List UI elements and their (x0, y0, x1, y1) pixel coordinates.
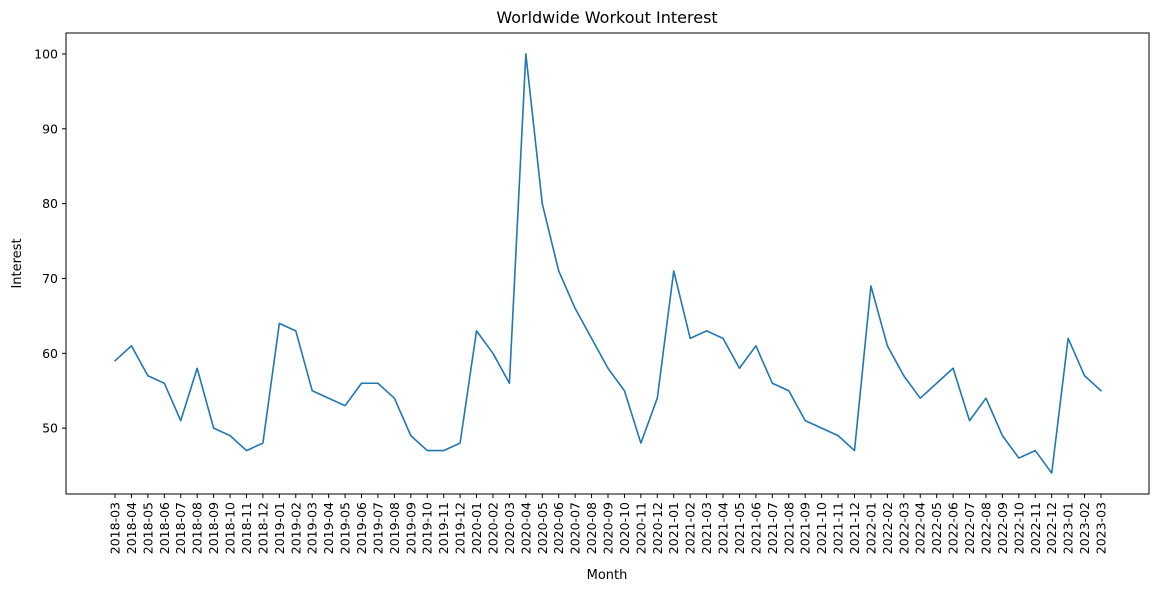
x-tick-label: 2022-07 (962, 502, 977, 554)
x-tick-label: 2021-08 (781, 502, 796, 554)
x-tick-label: 2020-06 (551, 502, 566, 554)
chart-title: Worldwide Workout Interest (496, 8, 717, 27)
x-tick-label: 2021-10 (814, 502, 829, 554)
x-tick-label: 2022-03 (896, 502, 911, 554)
x-tick-label: 2018-07 (173, 502, 188, 554)
y-tick-label: 60 (42, 346, 58, 361)
y-tick-label: 100 (34, 46, 58, 61)
x-tick-label: 2020-05 (535, 502, 550, 554)
x-tick-label: 2019-07 (370, 502, 385, 554)
y-tick-label: 70 (42, 271, 58, 286)
x-tick-label: 2022-04 (913, 502, 928, 554)
x-tick-label: 2018-12 (255, 502, 270, 554)
x-tick-label: 2021-05 (732, 502, 747, 554)
x-tick-label: 2019-06 (354, 502, 369, 554)
x-tick-label: 2020-02 (485, 502, 500, 554)
x-tick-label: 2020-12 (650, 502, 665, 554)
x-tick-label: 2020-08 (584, 502, 599, 554)
x-axis-label: Month (587, 568, 628, 583)
x-tick-label: 2019-02 (288, 502, 303, 554)
y-axis: 50 60 70 80 90 100 (34, 46, 66, 436)
y-tick-label: 80 (42, 196, 58, 211)
x-tick-label: 2023-02 (1077, 502, 1092, 554)
y-axis-label: Interest (10, 238, 25, 288)
x-tick-label: 2021-02 (683, 502, 698, 554)
x-tick-label: 2021-04 (716, 502, 731, 554)
x-tick-label: 2020-03 (502, 502, 517, 554)
x-tick-label: 2020-09 (601, 502, 616, 554)
x-tick-label: 2020-11 (633, 502, 648, 554)
x-tick-label: 2021-03 (699, 502, 714, 554)
x-tick-label: 2018-06 (157, 502, 172, 554)
x-tick-label: 2019-04 (321, 502, 336, 554)
x-tick-label: 2018-05 (140, 502, 155, 554)
x-tick-label: 2022-10 (1011, 502, 1026, 554)
x-tick-label: 2021-11 (831, 502, 846, 554)
y-tick-label: 50 (42, 421, 58, 436)
x-tick-label: 2023-03 (1094, 502, 1109, 554)
x-tick-label: 2018-08 (190, 502, 205, 554)
x-tick-label: 2019-03 (305, 502, 320, 554)
x-axis: 2018-03 2018-04 2018-05 2018-06 2018-07 2018-… (108, 494, 1109, 554)
x-tick-label: 2019-08 (387, 502, 402, 554)
x-tick-label: 2022-08 (978, 502, 993, 554)
x-tick-label: 2021-06 (748, 502, 763, 554)
x-tick-label: 2018-04 (124, 502, 139, 554)
x-tick-label: 2022-01 (863, 502, 878, 554)
x-tick-label: 2020-01 (469, 502, 484, 554)
x-tick-label: 2021-12 (847, 502, 862, 554)
x-tick-label: 2019-10 (420, 502, 435, 554)
x-tick-label: 2021-07 (765, 502, 780, 554)
x-tick-label: 2020-04 (518, 502, 533, 554)
x-tick-label: 2022-05 (929, 502, 944, 554)
x-tick-label: 2022-12 (1044, 502, 1059, 554)
x-tick-label: 2020-10 (617, 502, 632, 554)
x-tick-label: 2019-09 (403, 502, 418, 554)
x-tick-label: 2018-10 (223, 502, 238, 554)
x-tick-label: 2019-05 (338, 502, 353, 554)
x-tick-label: 2019-01 (272, 502, 287, 554)
x-tick-label: 2019-11 (436, 502, 451, 554)
x-tick-label: 2022-09 (995, 502, 1010, 554)
x-tick-label: 2023-01 (1061, 502, 1076, 554)
x-tick-label: 2022-06 (946, 502, 961, 554)
series-line-interest (114, 53, 1102, 474)
plot-area-frame (65, 32, 1150, 495)
x-tick-label: 2021-09 (798, 502, 813, 554)
x-tick-label: 2022-11 (1028, 502, 1043, 554)
x-tick-label: 2018-03 (108, 502, 123, 554)
x-tick-label: 2020-07 (568, 502, 583, 554)
x-tick-label: 2021-01 (666, 502, 681, 554)
x-tick-label: 2018-09 (206, 502, 221, 554)
x-tick-label: 2019-12 (453, 502, 468, 554)
x-tick-label: 2022-02 (880, 502, 895, 554)
y-tick-label: 90 (42, 121, 58, 136)
x-tick-label: 2018-11 (239, 502, 254, 554)
